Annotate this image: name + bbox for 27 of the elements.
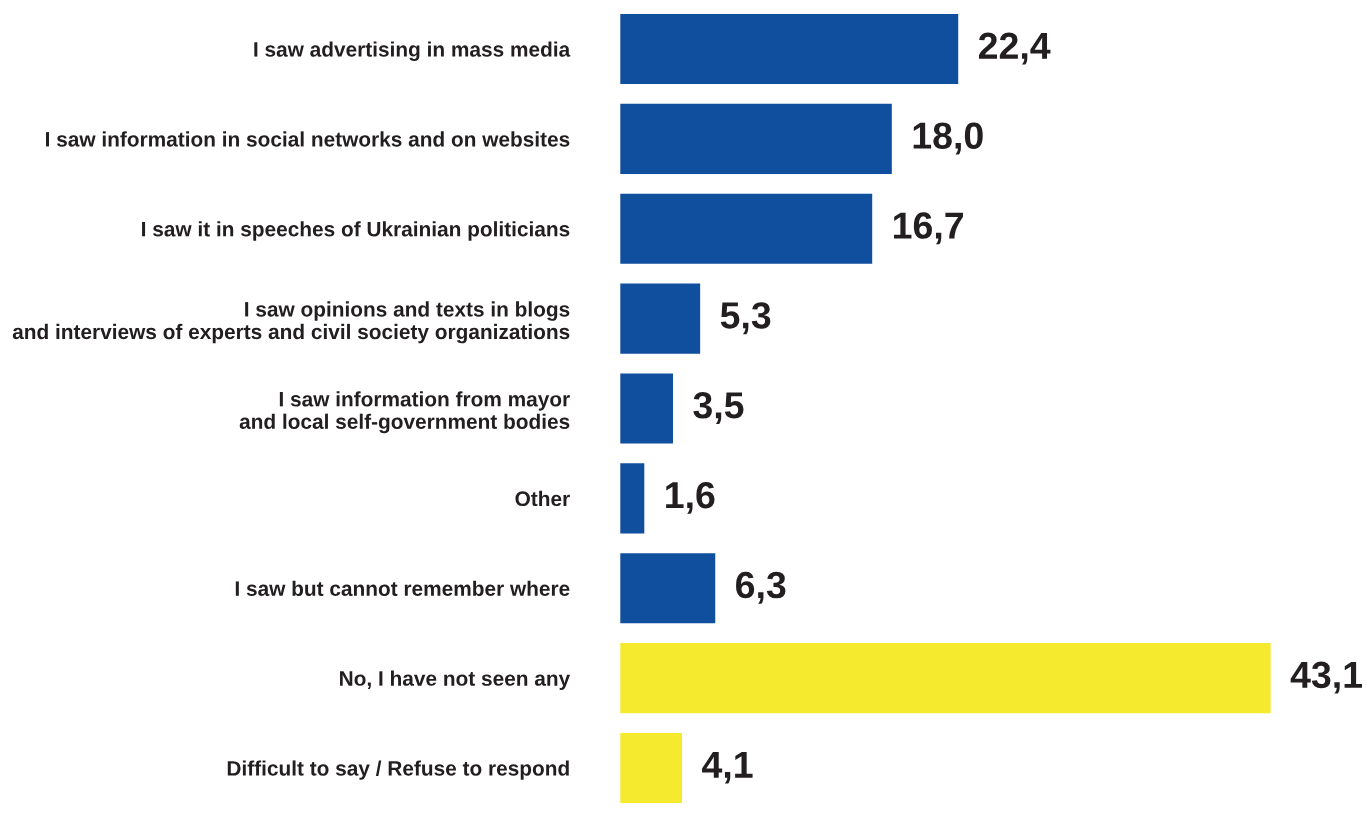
data-label: 1,6 [666,481,715,514]
data-label: 16,7 [894,212,963,245]
bar [620,193,873,264]
data-label: 6,3 [736,571,786,604]
y-tick-label: Difficult to say / Refuse to respond [227,760,569,780]
y-tick-label: Other [515,490,570,507]
data-label: 22,4 [978,32,1051,65]
data-label: 3,5 [693,392,744,424]
bar [620,553,716,624]
bar [620,463,645,534]
y-tick-label: I saw opinions and texts in blogs and interviews of experts and civil society organizations [12,301,570,344]
y-tick-label: I saw but cannot remember where [235,580,570,596]
bar [620,732,683,804]
bar [620,13,959,85]
bar [620,103,892,174]
y-tick-label: I saw advertising in mass media [254,41,571,61]
data-label: 43,1 [1290,661,1363,694]
data-label: 18,0 [913,122,983,155]
y-tick-label: No, I have not seen any [340,670,571,690]
bar [620,643,1271,714]
y-tick-label: I saw information in social networks and on websites [46,131,570,147]
data-label: 5,3 [720,302,771,335]
data-label: 4,1 [702,751,753,784]
bar [620,373,673,444]
y-tick-label: I saw information from mayor and local self-government bodies [239,391,570,434]
bar [620,283,701,354]
y-tick-label: I saw it in speeches of Ukrainian politicians [142,221,570,241]
